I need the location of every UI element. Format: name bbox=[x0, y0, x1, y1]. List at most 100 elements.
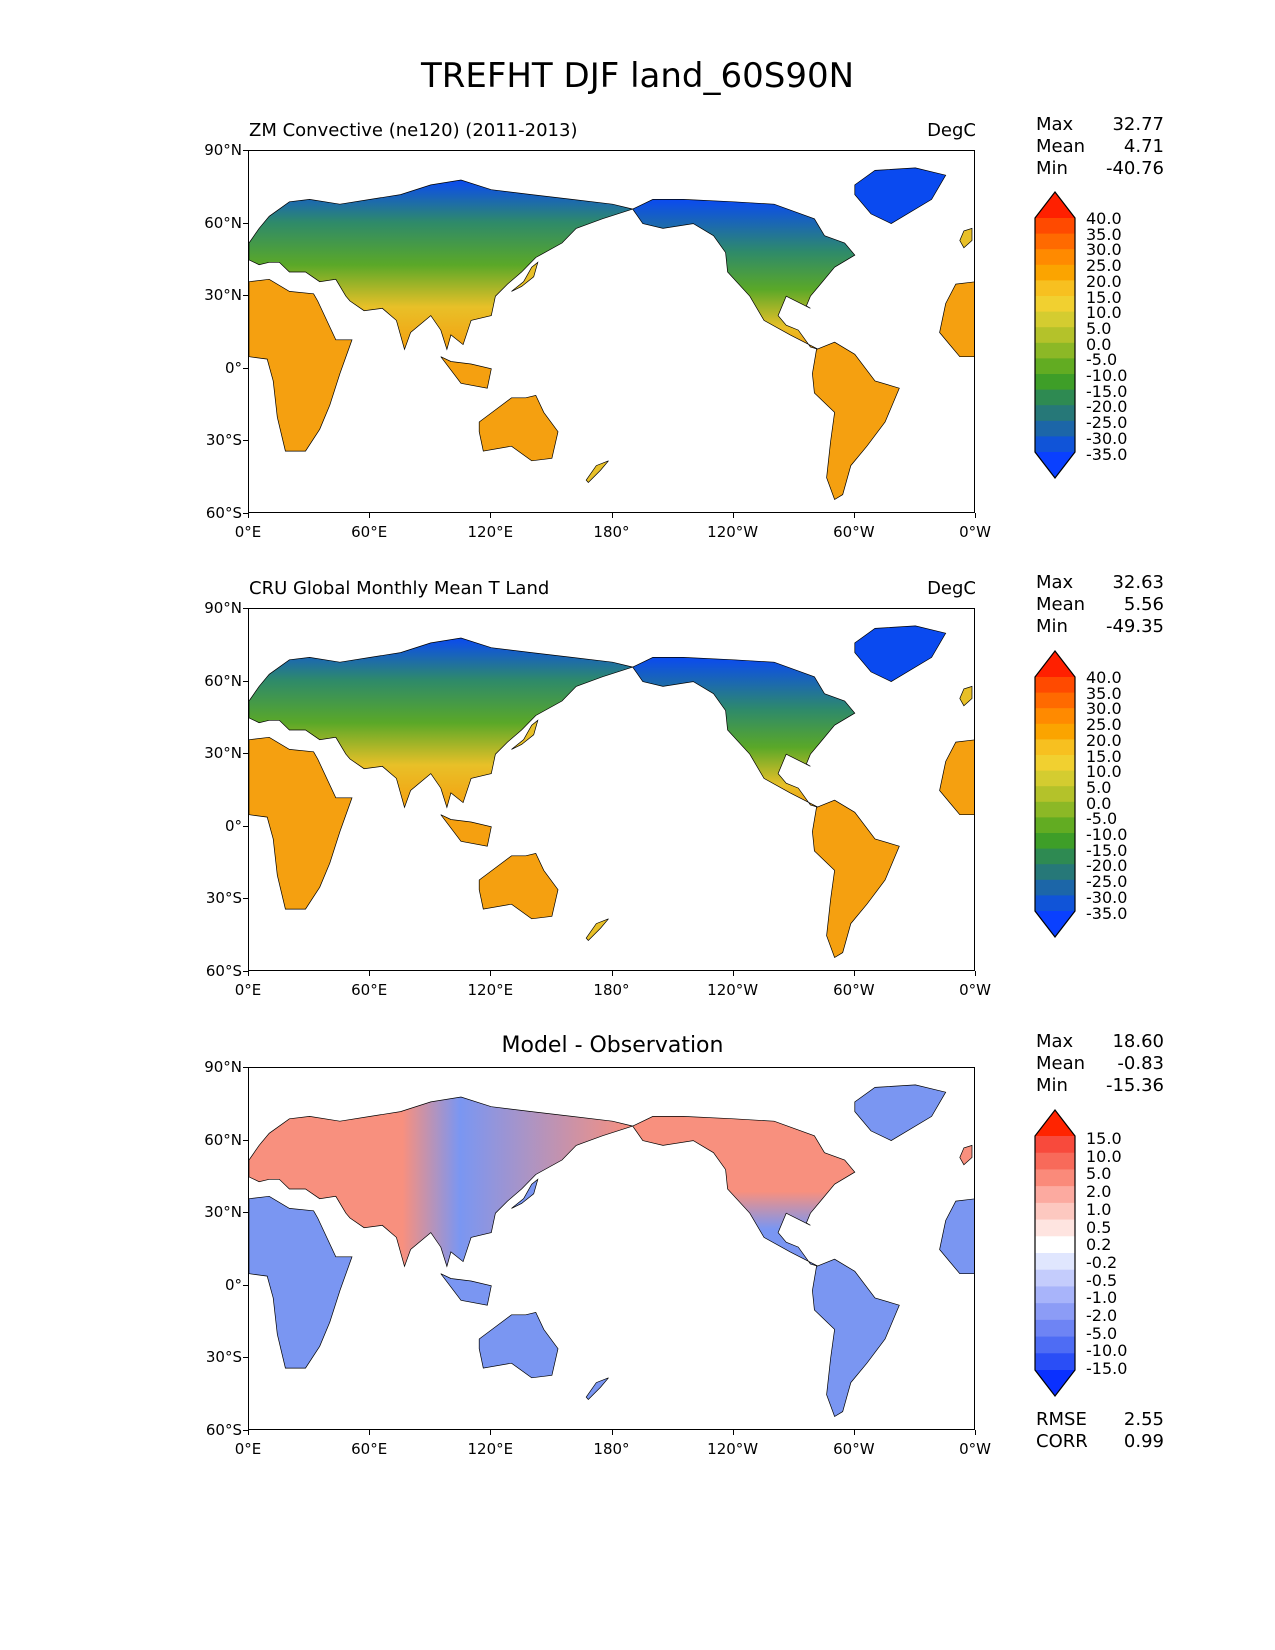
colorbar-label: -35.0 bbox=[1086, 903, 1128, 923]
colorbar-label: -30.0 bbox=[1086, 428, 1128, 448]
colorbar-label: 15.0 bbox=[1086, 1129, 1122, 1148]
land-nz bbox=[585, 460, 609, 484]
stat-min: Min -15.36 bbox=[1036, 1075, 1164, 1096]
lat-tick-label: 60°N bbox=[204, 1130, 242, 1149]
lon-tick-mark bbox=[732, 971, 734, 976]
colorbar-segment bbox=[1035, 1353, 1075, 1371]
colorbar-label: -0.2 bbox=[1086, 1252, 1118, 1272]
panel3-colorbar bbox=[1034, 1109, 1076, 1397]
colorbar-segment bbox=[1035, 770, 1075, 787]
lon-tick-mark bbox=[248, 971, 249, 976]
colorbar-segment bbox=[1035, 1269, 1075, 1287]
lon-tick-label: 0°E bbox=[234, 981, 262, 999]
colorbar-extend-max bbox=[1035, 651, 1075, 677]
land-indonesia bbox=[440, 1273, 492, 1306]
land-africa bbox=[249, 1195, 353, 1369]
lat-tick-mark bbox=[243, 1430, 248, 1431]
colorbar-segment bbox=[1035, 296, 1075, 313]
colorbar-segment bbox=[1035, 1186, 1075, 1204]
colorbar-segment bbox=[1035, 1253, 1075, 1271]
lon-tick-label: 0°E bbox=[234, 523, 262, 541]
lon-tick-mark bbox=[732, 1430, 734, 1435]
land-africa bbox=[249, 278, 353, 452]
panel3-title: Model - Observation bbox=[501, 1033, 724, 1058]
lon-tick-label: 120°E bbox=[467, 1440, 514, 1458]
lon-tick-mark bbox=[248, 1430, 249, 1435]
colorbar-label: 2.0 bbox=[1086, 1182, 1112, 1202]
colorbar-segment bbox=[1035, 755, 1075, 772]
colorbar-segment bbox=[1035, 420, 1075, 437]
land-australia bbox=[478, 394, 559, 462]
colorbar-segment bbox=[1035, 1236, 1075, 1254]
lat-tick-label: 0° bbox=[224, 1275, 242, 1294]
colorbar-label: 15.0 bbox=[1086, 746, 1122, 766]
colorbar-label: 0.2 bbox=[1086, 1235, 1112, 1255]
land-samerica bbox=[812, 341, 900, 501]
stat-mean: Mean 5.56 bbox=[1036, 594, 1164, 615]
land-uk bbox=[959, 227, 973, 249]
lon-tick-label: 120°W bbox=[707, 523, 759, 541]
colorbar-label: -15.0 bbox=[1086, 840, 1128, 860]
colorbar-label: -35.0 bbox=[1086, 444, 1128, 464]
colorbar-label: 0.0 bbox=[1086, 793, 1112, 813]
stat-mean: Mean 4.71 bbox=[1036, 136, 1164, 157]
colorbar-label: -10.0 bbox=[1086, 825, 1128, 845]
land-namerica bbox=[632, 199, 856, 350]
colorbar-segment bbox=[1035, 817, 1075, 834]
lat-tick-label: 90°N bbox=[204, 141, 242, 159]
colorbar-segment bbox=[1035, 218, 1075, 235]
lon-tick-mark bbox=[853, 1430, 855, 1435]
land-greenland bbox=[854, 1084, 947, 1141]
panel3-stats: Max 18.60 Mean -0.83 Min -15.36 bbox=[1036, 1031, 1164, 1097]
lat-tick-label: 60°S bbox=[205, 962, 242, 980]
colorbar-label: 15.0 bbox=[1086, 287, 1122, 307]
colorbar-segment bbox=[1035, 311, 1075, 328]
lon-tick-mark bbox=[490, 971, 492, 976]
lon-tick-label: 60°W bbox=[833, 981, 875, 999]
land-australia bbox=[478, 1311, 559, 1379]
colorbar-segment bbox=[1035, 692, 1075, 709]
colorbar-label: -10.0 bbox=[1086, 366, 1128, 386]
colorbar-segment bbox=[1035, 739, 1075, 756]
lat-tick-mark bbox=[243, 753, 248, 755]
panel1-colorbar-labels: 40.0 35.0 30.0 25.0 20.0 15.0 10.0 5.0 0.0 -5.0 -1… bbox=[1086, 211, 1127, 462]
colorbar-label: -15.0 bbox=[1086, 381, 1128, 401]
lon-tick-mark bbox=[975, 513, 976, 518]
stat-mean: Mean -0.83 bbox=[1036, 1053, 1164, 1074]
land-africaWest bbox=[939, 281, 974, 358]
colorbar-extend-max bbox=[1035, 192, 1075, 218]
lon-tick-label: 0°W bbox=[959, 981, 991, 999]
lat-tick-label: 60°N bbox=[204, 213, 242, 232]
lon-tick-mark bbox=[611, 513, 613, 518]
colorbar-label: -2.0 bbox=[1086, 1306, 1118, 1326]
lon-tick-mark bbox=[369, 971, 371, 976]
lat-tick-mark bbox=[243, 971, 248, 972]
colorbar-segment bbox=[1035, 1152, 1075, 1170]
lat-tick-label: 30°S bbox=[205, 1348, 242, 1367]
lon-tick-label: 120°W bbox=[707, 1440, 759, 1458]
lon-tick-mark bbox=[490, 1430, 492, 1435]
lat-tick-mark bbox=[243, 222, 248, 224]
lat-tick-label: 30°S bbox=[205, 889, 242, 908]
lon-tick-mark bbox=[369, 1430, 371, 1435]
lat-tick-label: 60°S bbox=[205, 504, 242, 522]
lon-tick-label: 60°E bbox=[351, 523, 388, 541]
land-eurasia bbox=[249, 637, 634, 809]
lon-tick-label: 180° bbox=[593, 981, 630, 999]
colorbar-segment bbox=[1035, 374, 1075, 391]
lon-tick-mark bbox=[248, 513, 249, 518]
colorbar-label: 30.0 bbox=[1086, 699, 1122, 719]
lon-tick-label: 60°W bbox=[833, 1440, 875, 1458]
land-namerica bbox=[632, 657, 856, 808]
lon-tick-label: 180° bbox=[593, 1440, 630, 1458]
colorbar-segment bbox=[1035, 1286, 1075, 1304]
lon-tick-mark bbox=[732, 513, 734, 518]
colorbar-segment bbox=[1035, 342, 1075, 359]
colorbar-label: 5.0 bbox=[1086, 1164, 1112, 1184]
panel2-colorbar-labels: 40.0 35.0 30.0 25.0 20.0 15.0 10.0 5.0 0.0 -5.0 -1… bbox=[1086, 670, 1127, 921]
colorbar-label: 5.0 bbox=[1086, 777, 1112, 797]
colorbar-label: 10.0 bbox=[1086, 1146, 1122, 1166]
colorbar-label: 0.5 bbox=[1086, 1217, 1112, 1237]
lon-tick-label: 120°E bbox=[467, 523, 514, 541]
land-samerica bbox=[812, 799, 900, 959]
